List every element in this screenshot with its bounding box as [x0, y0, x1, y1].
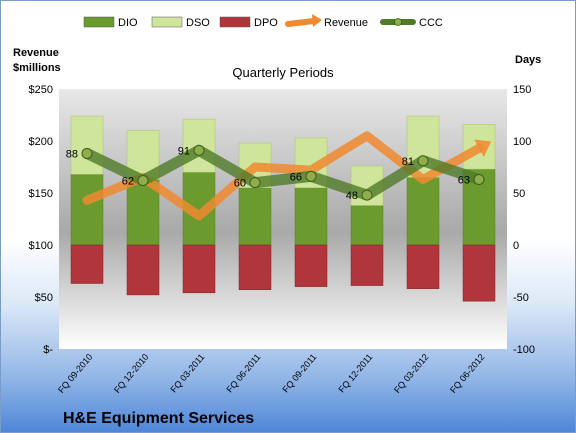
right-axis-title: Days — [515, 54, 541, 66]
dio-bar — [406, 177, 440, 246]
dio-bar — [126, 179, 160, 246]
legend: DIO DSO DPO Revenue CCC — [83, 14, 443, 29]
legend-swatch-revenue-head — [312, 14, 322, 27]
ccc-data-label: 60 — [234, 178, 246, 190]
dpo-bar — [406, 244, 440, 289]
right-axis-tick-label: -100 — [513, 344, 535, 356]
left-axis-tick-label: $200 — [29, 136, 53, 148]
ccc-point — [417, 155, 429, 167]
ccc-line — [81, 144, 485, 201]
ccc-data-label: 91 — [178, 145, 190, 157]
dio-bar — [350, 205, 384, 246]
ccc-data-label: 48 — [346, 190, 358, 202]
legend-swatch-dpo — [219, 16, 251, 28]
left-axis-title-line2: $millions — [13, 62, 61, 74]
legend-swatch-revenue — [285, 18, 317, 27]
left-axis-tick-label: $250 — [29, 84, 53, 96]
ccc-data-label: 88 — [66, 148, 78, 160]
dpo-bar — [294, 244, 328, 287]
dio-bar — [70, 174, 104, 246]
legend-label-dso: DSO — [186, 17, 210, 29]
plot-area — [59, 89, 507, 349]
ccc-point — [137, 175, 149, 187]
dpo-bar — [462, 244, 496, 302]
ccc-point — [249, 177, 261, 189]
ccc-point — [473, 173, 485, 185]
ccc-point — [361, 189, 373, 201]
right-axis-tick-label: 0 — [513, 240, 519, 252]
x-axis-category-label: FQ 03-2011 — [168, 352, 206, 395]
company-name: H&E Equipment Services — [63, 410, 254, 427]
legend-swatch-dio — [83, 16, 115, 28]
x-axis-category-label: FQ 09-2011 — [280, 352, 318, 395]
left-axis-tick-label: $100 — [29, 240, 53, 252]
x-axis-category-label: FQ 12-2010 — [112, 352, 151, 395]
legend-label-dpo: DPO — [254, 17, 278, 29]
ccc-data-label: 81 — [402, 156, 414, 168]
dpo-bar — [70, 244, 104, 284]
x-axis-category-label: FQ 06-2012 — [448, 352, 487, 395]
legend-label-revenue: Revenue — [324, 17, 368, 29]
legend-swatch-ccc-point — [394, 18, 402, 26]
lines-layer: 88 62 91 60 66 48 81 63 — [66, 131, 492, 221]
dpo-bar — [238, 244, 272, 290]
legend-label-dio: DIO — [118, 17, 138, 29]
x-axis-category-label: FQ 09-2010 — [56, 352, 95, 395]
ccc-point — [193, 144, 205, 156]
left-axis-title-line1: Revenue — [13, 47, 59, 59]
left-axis-tick-label: $- — [43, 344, 53, 356]
dpo-bar — [126, 244, 160, 296]
left-axis-tick-label: $150 — [29, 188, 53, 200]
dio-bar — [294, 187, 328, 246]
ccc-data-label: 63 — [458, 174, 470, 186]
ccc-data-label: 66 — [290, 171, 302, 183]
right-axis-tick-label: 100 — [513, 136, 531, 148]
dio-bar — [238, 187, 272, 246]
ccc-point — [81, 147, 93, 159]
right-axis-tick-label: 50 — [513, 188, 525, 200]
legend-swatch-dso — [151, 16, 183, 28]
ccc-data-label: 62 — [122, 176, 134, 188]
right-axis-tick-label: -50 — [513, 292, 529, 304]
chart-title: Quarterly Periods — [232, 65, 334, 80]
dpo-bar — [350, 244, 384, 286]
x-axis-category-label: FQ 12-2011 — [336, 352, 374, 395]
dpo-bar — [182, 244, 216, 294]
dso-bar — [70, 115, 104, 175]
ccc-point — [305, 170, 317, 182]
x-axis-category-label: FQ 03-2012 — [392, 352, 431, 395]
right-axis-tick-label: 150 — [513, 84, 531, 96]
x-axis-category-label: FQ 06-2011 — [224, 352, 262, 395]
legend-label-ccc: CCC — [419, 17, 443, 29]
revenue-arrow-head — [474, 139, 492, 158]
left-axis-tick-label: $50 — [35, 292, 53, 304]
